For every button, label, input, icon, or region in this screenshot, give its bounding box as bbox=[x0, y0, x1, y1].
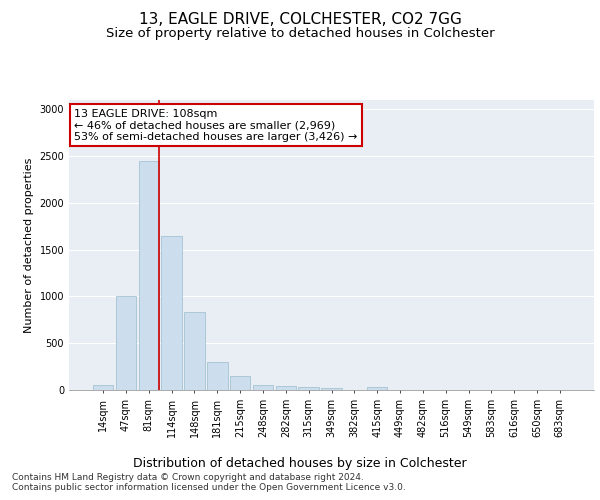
Bar bbox=[230, 376, 250, 390]
Text: 13, EAGLE DRIVE, COLCHESTER, CO2 7GG: 13, EAGLE DRIVE, COLCHESTER, CO2 7GG bbox=[139, 12, 461, 28]
Text: Size of property relative to detached houses in Colchester: Size of property relative to detached ho… bbox=[106, 28, 494, 40]
Text: 13 EAGLE DRIVE: 108sqm
← 46% of detached houses are smaller (2,969)
53% of semi-: 13 EAGLE DRIVE: 108sqm ← 46% of detached… bbox=[74, 108, 358, 142]
Bar bbox=[321, 388, 342, 390]
Bar bbox=[298, 387, 319, 390]
Bar bbox=[207, 362, 227, 390]
Bar bbox=[139, 161, 159, 390]
Bar bbox=[93, 385, 113, 390]
Bar bbox=[116, 296, 136, 390]
Bar bbox=[367, 386, 388, 390]
Text: Contains HM Land Registry data © Crown copyright and database right 2024.
Contai: Contains HM Land Registry data © Crown c… bbox=[12, 472, 406, 492]
Bar bbox=[161, 236, 182, 390]
Bar bbox=[184, 312, 205, 390]
Bar bbox=[253, 385, 273, 390]
Text: Distribution of detached houses by size in Colchester: Distribution of detached houses by size … bbox=[133, 458, 467, 470]
Y-axis label: Number of detached properties: Number of detached properties bbox=[24, 158, 34, 332]
Bar bbox=[275, 386, 296, 390]
